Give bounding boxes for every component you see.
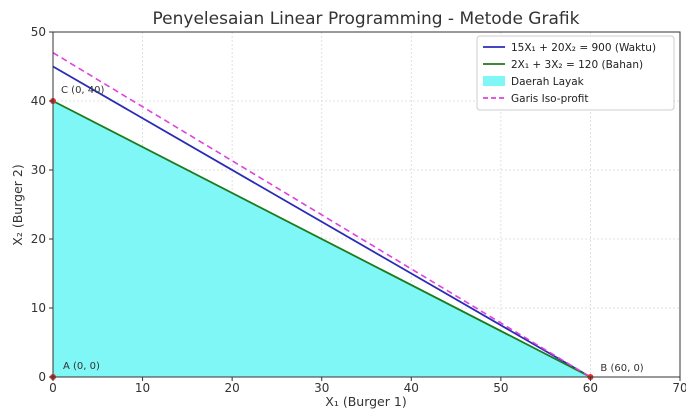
legend-entry-label: 2X₁ + 3X₂ = 120 (Bahan) [511,59,643,71]
x-tick-label: 30 [314,381,329,395]
x-tick-label: 70 [672,381,686,395]
legend-entry-label: Garis Iso-profit [511,93,589,105]
corner-point-label: C (0, 40) [61,85,105,96]
y-tick-label: 40 [31,94,46,108]
y-axis-label: X₂ (Burger 2) [10,164,25,245]
x-tick-label: 60 [583,381,598,395]
corner-point-label: B (60, 0) [600,363,643,374]
x-tick-label: 0 [49,381,57,395]
y-tick-label: 50 [31,25,46,39]
x-tick-label: 10 [135,381,150,395]
y-tick-label: 0 [38,370,46,384]
legend-entry-label: 15X₁ + 20X₂ = 900 (Waktu) [511,42,656,54]
chart-title: Penyelesaian Linear Programming - Metode… [153,9,580,29]
x-tick-label: 20 [225,381,240,395]
x-axis-label: X₁ (Burger 1) [325,394,406,409]
legend-entry-label: Daerah Layak [511,76,585,88]
y-tick-label: 30 [31,163,46,177]
y-tick-label: 10 [31,301,46,315]
x-tick-label: 50 [493,381,508,395]
x-tick-label: 40 [404,381,419,395]
legend-swatch [483,76,505,86]
y-tick-label: 20 [31,232,46,246]
corner-point-label: A (0, 0) [63,361,100,372]
legend: 15X₁ + 20X₂ = 900 (Waktu) 2X₁ + 3X₂ = 120… [477,36,674,110]
